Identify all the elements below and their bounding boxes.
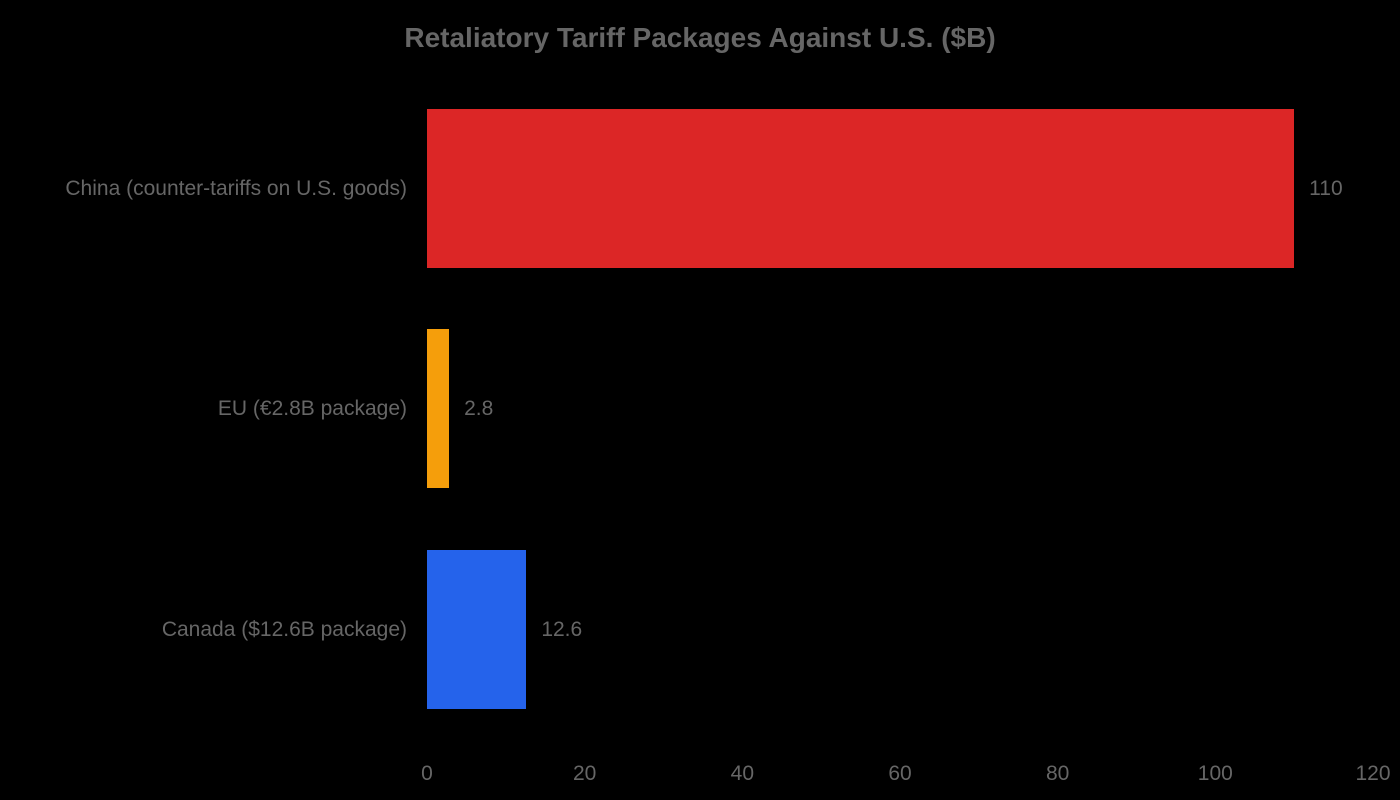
- x-axis-tick-label: 100: [1197, 762, 1233, 785]
- category-label: Canada ($12.6B package): [161, 617, 407, 641]
- value-label: 12.6: [541, 617, 583, 641]
- x-axis-tick-label: 20: [572, 762, 597, 785]
- bar[interactable]: [427, 550, 527, 709]
- x-axis-tick-label: 60: [888, 762, 912, 785]
- chart-title: Retaliatory Tariff Packages Against U.S.…: [404, 22, 996, 53]
- x-axis-tick-label: 80: [1045, 762, 1070, 785]
- bar[interactable]: [427, 109, 1295, 268]
- x-axis-tick-label: 120: [1355, 762, 1391, 785]
- bar[interactable]: [427, 329, 450, 488]
- x-axis-tick-label: 0: [421, 762, 433, 785]
- x-axis-tick-label: 40: [730, 762, 755, 785]
- category-label: China (counter-tariffs on U.S. goods): [65, 176, 407, 200]
- value-label: 110: [1309, 176, 1343, 200]
- value-label: 2.8: [464, 396, 494, 420]
- category-label: EU (€2.8B package): [217, 396, 407, 420]
